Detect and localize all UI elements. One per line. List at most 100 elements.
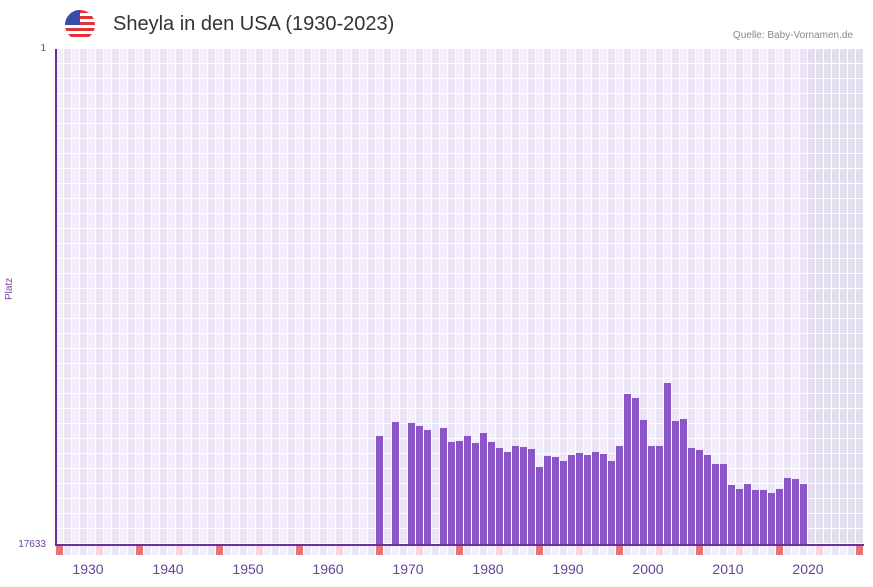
bar-1979[interactable] <box>464 435 471 545</box>
bar-2010[interactable] <box>712 463 719 545</box>
bar-1999[interactable] <box>624 393 631 545</box>
year-marker <box>304 546 311 555</box>
year-marker <box>648 546 655 555</box>
year-marker <box>168 546 175 555</box>
year-marker <box>104 546 111 555</box>
year-marker <box>856 546 863 555</box>
bar-1983[interactable] <box>496 447 503 545</box>
bar-2013[interactable] <box>736 488 743 545</box>
bar-1978[interactable] <box>456 441 463 545</box>
year-marker <box>112 546 119 555</box>
year-marker <box>424 546 431 555</box>
bar-1996[interactable] <box>600 453 607 545</box>
year-marker <box>512 546 519 555</box>
bar-1974[interactable] <box>424 430 431 545</box>
bar-1993[interactable] <box>576 452 583 545</box>
x-tick-1940: 1940 <box>152 561 184 577</box>
bar-1989[interactable] <box>544 455 551 545</box>
year-marker <box>96 546 103 555</box>
year-marker <box>248 546 255 555</box>
bar-1968[interactable] <box>376 435 383 545</box>
year-marker <box>800 546 807 555</box>
year-marker <box>824 546 831 555</box>
year-marker <box>80 546 87 555</box>
bar-2003[interactable] <box>656 445 663 545</box>
year-marker <box>432 546 439 555</box>
year-marker <box>328 546 335 555</box>
year-marker <box>176 546 183 555</box>
bar-2008[interactable] <box>696 450 703 545</box>
year-marker <box>776 546 783 555</box>
bar-2014[interactable] <box>744 483 751 545</box>
bar-2009[interactable] <box>704 455 711 545</box>
year-marker <box>688 546 695 555</box>
bar-1982[interactable] <box>488 441 495 545</box>
bar-2004[interactable] <box>664 382 671 545</box>
year-marker <box>568 546 575 555</box>
year-marker <box>840 546 847 555</box>
year-marker <box>656 546 663 555</box>
year-marker <box>680 546 687 555</box>
bar-1994[interactable] <box>584 455 591 545</box>
y-axis-label-text: Platz <box>4 277 15 300</box>
year-marker <box>440 546 447 555</box>
year-marker <box>576 546 583 555</box>
bar-1976[interactable] <box>440 428 447 545</box>
bar-2000[interactable] <box>632 397 639 545</box>
year-marker <box>352 546 359 555</box>
year-marker <box>616 546 623 555</box>
x-tick-2000: 2000 <box>632 561 664 577</box>
bar-2018[interactable] <box>776 488 783 545</box>
bar-2005[interactable] <box>672 421 679 545</box>
bar-2001[interactable] <box>640 419 647 545</box>
chart-title: Sheyla in den USA (1930-2023) <box>113 13 395 35</box>
bar-2011[interactable] <box>720 463 727 545</box>
bar-1985[interactable] <box>512 445 519 545</box>
year-marker <box>72 546 79 555</box>
year-marker <box>256 546 263 555</box>
bar-2015[interactable] <box>752 490 759 545</box>
bar-1972[interactable] <box>408 422 415 545</box>
bar-1988[interactable] <box>536 466 543 545</box>
year-marker <box>784 546 791 555</box>
bar-2002[interactable] <box>648 445 655 545</box>
bar-2019[interactable] <box>784 477 791 545</box>
bar-2012[interactable] <box>728 484 735 545</box>
bar-1997[interactable] <box>608 461 615 545</box>
x-tick-1970: 1970 <box>392 561 424 577</box>
year-marker <box>224 546 231 555</box>
bar-1995[interactable] <box>592 451 599 545</box>
bar-1998[interactable] <box>616 445 623 545</box>
year-marker <box>808 546 815 555</box>
bar-1992[interactable] <box>568 455 575 545</box>
bar-1970[interactable] <box>392 421 399 545</box>
bar-1987[interactable] <box>528 448 535 545</box>
year-marker <box>464 546 471 555</box>
bar-2007[interactable] <box>688 447 695 545</box>
year-marker <box>264 546 271 555</box>
year-marker <box>280 546 287 555</box>
bar-2020[interactable] <box>792 479 799 545</box>
year-marker <box>232 546 239 555</box>
bar-2021[interactable] <box>800 483 807 545</box>
year-marker <box>504 546 511 555</box>
year-marker <box>272 546 279 555</box>
year-marker <box>584 546 591 555</box>
bar-2017[interactable] <box>768 493 775 545</box>
bar-1990[interactable] <box>552 457 559 545</box>
bar-1980[interactable] <box>472 442 479 545</box>
bar-1991[interactable] <box>560 461 567 545</box>
bar-2006[interactable] <box>680 419 687 545</box>
year-marker <box>56 546 63 555</box>
bar-1984[interactable] <box>504 451 511 545</box>
bar-1981[interactable] <box>480 432 487 545</box>
year-marker <box>760 546 767 555</box>
bar-2016[interactable] <box>760 490 767 545</box>
year-marker <box>664 546 671 555</box>
bar-1973[interactable] <box>416 426 423 545</box>
year-marker <box>184 546 191 555</box>
year-marker <box>416 546 423 555</box>
bar-1986[interactable] <box>520 446 527 545</box>
year-marker <box>288 546 295 555</box>
bar-1977[interactable] <box>448 441 455 545</box>
